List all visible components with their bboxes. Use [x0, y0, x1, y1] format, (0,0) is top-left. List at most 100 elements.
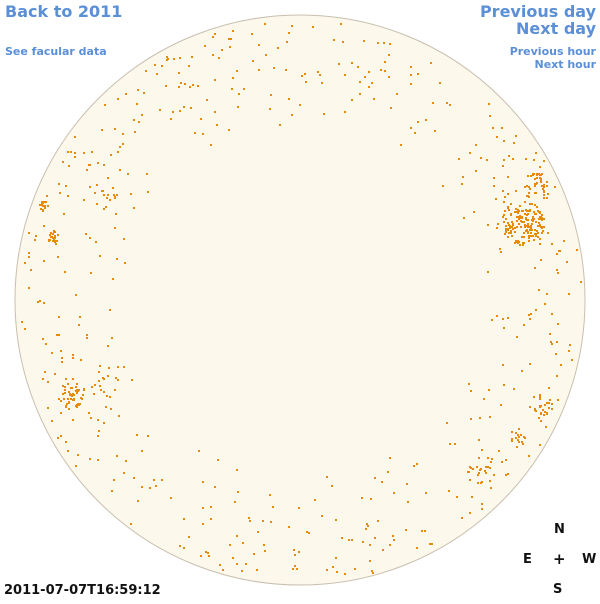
facular-spot	[384, 70, 386, 72]
facular-spot	[507, 222, 509, 224]
facular-spot	[517, 439, 519, 441]
facular-spot	[89, 186, 91, 188]
facular-spot	[500, 404, 502, 406]
facular-spot	[548, 402, 550, 404]
facular-spot	[543, 184, 545, 186]
facular-spot	[551, 313, 553, 315]
facular-spot	[122, 133, 124, 135]
previous-day-link[interactable]: Previous day	[479, 2, 596, 21]
facular-spot	[502, 216, 504, 218]
facular-spot	[270, 521, 272, 523]
facular-spot	[556, 375, 558, 377]
facular-spot	[335, 557, 337, 559]
facular-spot	[359, 93, 361, 95]
facular-spot	[517, 209, 519, 211]
facular-spot	[539, 224, 541, 226]
facular-spot	[576, 249, 578, 251]
facular-spot	[434, 130, 436, 132]
facular-spot	[539, 238, 541, 240]
facular-spot	[547, 232, 549, 234]
facular-spot	[380, 69, 382, 71]
facular-spot	[535, 309, 537, 311]
facular-spot	[115, 377, 117, 379]
facular-spot	[173, 58, 175, 60]
compass-west-label: W	[582, 552, 597, 567]
facular-spot	[410, 66, 412, 68]
facular-spot	[107, 177, 109, 179]
facular-spot	[149, 487, 151, 489]
facular-spot	[448, 490, 450, 492]
facular-spot	[400, 144, 402, 146]
facular-spot	[524, 213, 526, 215]
facular-spot	[301, 75, 303, 77]
facular-spot	[366, 523, 368, 525]
facular-spot	[64, 271, 66, 273]
facular-spot	[228, 129, 230, 131]
facular-spot	[112, 278, 114, 280]
compass-east-label: E	[523, 552, 532, 567]
facular-spot	[519, 244, 521, 246]
facular-spot	[245, 563, 247, 565]
facular-spot	[372, 572, 374, 574]
facular-spot	[262, 520, 264, 522]
facular-spot	[504, 233, 506, 235]
previous-hour-link[interactable]: Previous hour	[509, 45, 596, 58]
see-facular-data-link[interactable]: See facular data	[5, 45, 107, 58]
facular-spot	[269, 494, 271, 496]
facular-spot	[480, 157, 482, 159]
facular-spot	[264, 23, 266, 25]
facular-spot	[114, 196, 116, 198]
facular-spot	[52, 233, 54, 235]
facular-spot	[520, 226, 522, 228]
facular-spot	[214, 111, 216, 113]
facular-spot	[44, 201, 46, 203]
facular-spot	[114, 389, 116, 391]
facular-spot	[340, 23, 342, 25]
facular-spot	[348, 539, 350, 541]
facular-spot	[521, 217, 523, 219]
facular-spot	[133, 477, 135, 479]
facular-spot	[369, 560, 371, 562]
facular-spot	[533, 173, 535, 175]
facular-spot	[54, 240, 56, 242]
facular-spot	[70, 398, 72, 400]
facular-spot	[538, 173, 540, 175]
facular-spot	[442, 185, 444, 187]
facular-spot	[527, 219, 529, 221]
facular-spot	[518, 216, 520, 218]
facular-spot	[179, 545, 181, 547]
facular-spot	[65, 441, 67, 443]
facular-spot	[221, 49, 223, 51]
facular-spot	[467, 471, 469, 473]
facular-spot	[566, 261, 568, 263]
facular-spot	[202, 507, 204, 509]
facular-spot	[100, 389, 102, 391]
facular-spot	[479, 417, 481, 419]
facular-spot	[99, 255, 101, 257]
next-hour-link[interactable]: Next hour	[534, 58, 597, 71]
facular-spot	[469, 479, 471, 481]
facular-spot	[42, 202, 44, 204]
facular-spot	[502, 165, 504, 167]
facular-spot	[147, 191, 149, 193]
facular-spot	[113, 194, 115, 196]
facular-spot	[21, 321, 23, 323]
facular-spot	[490, 461, 492, 463]
facular-spot	[383, 42, 385, 44]
facular-spot	[405, 529, 407, 531]
facular-spot	[392, 535, 394, 537]
facular-spot	[530, 313, 532, 315]
facular-spot	[529, 203, 531, 205]
next-day-link[interactable]: Next day	[516, 19, 596, 38]
facular-spot	[509, 225, 511, 227]
facular-spot	[507, 236, 509, 238]
facular-spot	[108, 367, 110, 369]
back-to-year-link[interactable]: Back to 2011	[5, 2, 123, 21]
facular-spot	[515, 208, 517, 210]
facular-spot	[542, 409, 544, 411]
facular-spot	[47, 407, 49, 409]
facular-spot	[101, 129, 103, 131]
facular-spot	[537, 210, 539, 212]
facular-spot	[231, 88, 233, 90]
facular-spot	[361, 497, 363, 499]
